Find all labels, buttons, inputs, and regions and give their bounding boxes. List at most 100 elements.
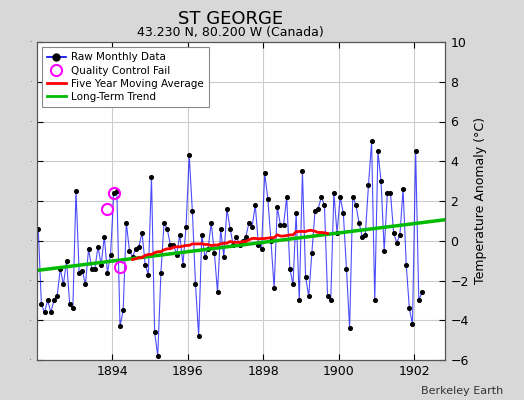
- Point: [122, 220, 130, 226]
- Point: [380, 248, 388, 254]
- Point: [72, 188, 80, 194]
- Point: [116, 323, 124, 330]
- Point: [389, 230, 398, 236]
- Point: [414, 297, 423, 304]
- Point: [308, 250, 316, 256]
- Point: [75, 269, 83, 276]
- Point: [333, 230, 341, 236]
- Point: [260, 170, 269, 176]
- Point: [138, 230, 146, 236]
- Point: [40, 309, 49, 316]
- Point: [311, 208, 319, 214]
- Point: [81, 281, 90, 288]
- Point: [396, 232, 404, 238]
- Point: [370, 297, 379, 304]
- Point: [213, 289, 222, 296]
- Point: [330, 190, 338, 196]
- Point: [238, 238, 247, 244]
- Point: [179, 262, 187, 268]
- Point: [276, 222, 285, 228]
- Point: [182, 224, 190, 230]
- Point: [172, 252, 181, 258]
- Point: [286, 265, 294, 272]
- Point: [160, 220, 168, 226]
- Point: [257, 246, 266, 252]
- Point: [295, 297, 303, 304]
- Point: [348, 194, 357, 200]
- Point: [204, 246, 212, 252]
- Point: [270, 285, 278, 292]
- Point: [110, 190, 118, 196]
- Point: [201, 254, 209, 260]
- Point: [245, 220, 253, 226]
- Point: [392, 240, 401, 246]
- Point: [352, 202, 360, 208]
- Point: [301, 273, 310, 280]
- Point: [292, 210, 300, 216]
- Text: ST GEORGE: ST GEORGE: [178, 10, 283, 28]
- Point: [374, 148, 382, 154]
- Point: [377, 178, 385, 184]
- Point: [273, 204, 281, 210]
- Point: [367, 138, 376, 144]
- Point: [282, 194, 291, 200]
- Point: [66, 301, 74, 308]
- Point: [88, 265, 96, 272]
- Point: [191, 281, 200, 288]
- Text: Berkeley Earth: Berkeley Earth: [421, 386, 503, 396]
- Point: [304, 293, 313, 300]
- Point: [198, 232, 206, 238]
- Point: [37, 301, 46, 308]
- Point: [383, 190, 391, 196]
- Point: [106, 252, 115, 258]
- Point: [185, 152, 193, 158]
- Point: [264, 196, 272, 202]
- Point: [84, 246, 93, 252]
- Point: [317, 194, 325, 200]
- Point: [361, 232, 369, 238]
- Point: [157, 269, 165, 276]
- Point: [59, 281, 68, 288]
- Point: [210, 250, 219, 256]
- Point: [339, 210, 347, 216]
- Point: [53, 293, 61, 300]
- Point: [154, 353, 162, 359]
- Point: [78, 267, 86, 274]
- Point: [223, 206, 231, 212]
- Point: [69, 305, 77, 312]
- Point: [345, 325, 354, 331]
- Point: [50, 297, 58, 304]
- Point: [235, 242, 244, 248]
- Point: [220, 254, 228, 260]
- Y-axis label: Temperature Anomaly (°C): Temperature Anomaly (°C): [474, 118, 487, 284]
- Point: [119, 307, 127, 314]
- Point: [47, 309, 55, 316]
- Point: [113, 188, 121, 194]
- Point: [62, 258, 71, 264]
- Point: [166, 242, 174, 248]
- Point: [207, 220, 215, 226]
- Text: 43.230 N, 80.200 W (Canada): 43.230 N, 80.200 W (Canada): [137, 26, 324, 39]
- Point: [411, 148, 420, 154]
- Point: [355, 220, 363, 226]
- Point: [163, 226, 171, 232]
- Point: [128, 254, 137, 260]
- Point: [43, 297, 52, 304]
- Point: [141, 262, 149, 268]
- Point: [336, 194, 344, 200]
- Point: [323, 293, 332, 300]
- Point: [399, 186, 407, 192]
- Point: [254, 242, 263, 248]
- Point: [56, 265, 64, 272]
- Point: [194, 333, 203, 339]
- Point: [125, 248, 134, 254]
- Point: [226, 226, 234, 232]
- Point: [267, 238, 275, 244]
- Point: [298, 168, 307, 174]
- Point: [144, 271, 152, 278]
- Point: [147, 174, 156, 180]
- Point: [289, 281, 297, 288]
- Legend: Raw Monthly Data, Quality Control Fail, Five Year Moving Average, Long-Term Tren: Raw Monthly Data, Quality Control Fail, …: [42, 47, 209, 107]
- Point: [135, 244, 143, 250]
- Point: [242, 234, 250, 240]
